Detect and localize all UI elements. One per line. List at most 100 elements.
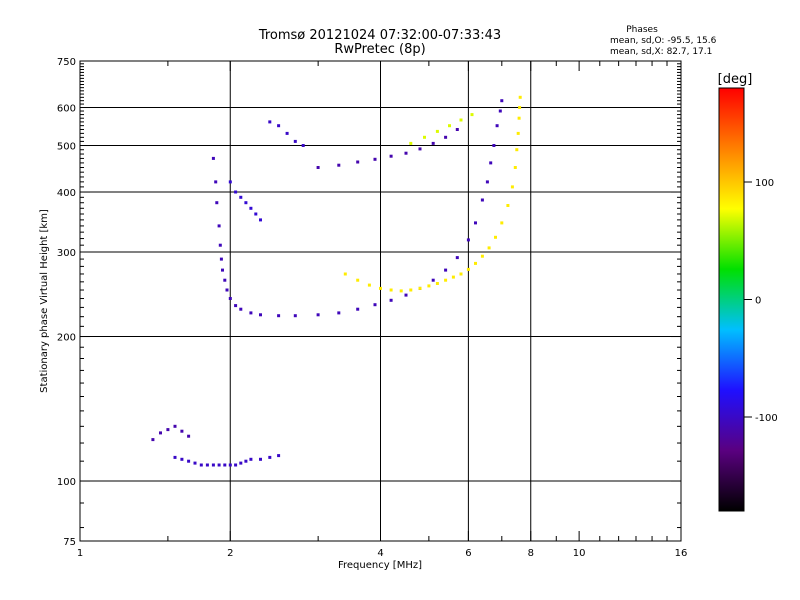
y-axis-label: Stationary phase Virtual Height [km] [39,209,50,393]
data-point-x-mode [510,185,514,189]
colorbar [718,87,745,512]
data-point-o-mode [254,212,258,216]
colorbar-tick-label: 0 [755,296,761,307]
data-point-o-mode [187,459,191,463]
data-point-x-mode [506,204,510,207]
colorbar-label: [deg] [718,72,753,87]
data-point-o-mode [337,311,341,315]
data-point-x-mode [517,116,521,120]
data-point-o-mode [166,428,170,432]
data-point-x-mode [409,288,413,292]
data-point-o-mode [431,278,435,282]
data-point-o-mode [187,434,191,438]
data-point-x-mode [518,106,522,109]
data-point-o-mode [480,198,484,202]
data-point-o-mode [234,463,238,467]
data-point-x-mode [513,166,517,169]
x-tick-label: 8 [528,548,534,559]
data-point-o-mode [211,463,215,467]
data-point-o-mode [404,151,408,155]
data-point-x-mode [459,272,463,276]
data-point-o-mode [228,180,232,184]
data-point-o-mode [373,157,377,161]
data-point-x-mode [487,246,491,250]
data-point-x-mode [459,118,463,122]
data-point-o-mode [259,313,262,317]
stats-line-x: mean, sd,X: 82.7, 17.1 [610,47,712,57]
data-point-o-mode [211,156,215,160]
x-tick-label: 1 [77,548,83,559]
data-point-o-mode [205,463,209,467]
colorbar-tick-label: 100 [755,178,774,189]
data-point-o-mode [215,201,219,205]
data-point-o-mode [498,109,502,113]
data-points [151,95,522,467]
data-point-x-mode [356,278,360,282]
grid-lines [80,61,681,541]
chart-subtitle: RwPretec (8p) [334,42,425,57]
y-tick-label: 200 [57,333,76,344]
data-point-o-mode [249,457,253,461]
x-tick-label: 10 [573,548,586,559]
data-point-x-mode [423,135,426,139]
chart-title: Tromsø 20121024 07:32:00-07:33:43 [258,28,501,43]
data-point-o-mode [228,297,232,300]
data-point-x-mode [480,254,484,258]
data-point-o-mode [151,438,155,442]
data-point-o-mode [444,135,448,139]
data-point-o-mode [285,131,289,135]
data-point-x-mode [435,129,439,133]
data-point-x-mode [367,283,371,287]
data-point-x-mode [516,131,520,135]
data-point-o-mode [389,298,393,302]
data-point-x-mode [451,275,455,279]
data-point-o-mode [316,313,320,317]
data-point-o-mode [239,461,243,465]
data-point-x-mode [470,113,474,117]
data-point-o-mode [485,180,489,184]
data-point-o-mode [301,144,305,147]
data-point-o-mode [455,256,459,260]
data-point-o-mode [492,144,496,147]
x-tick-labels: 1 2 4 6 8 10 16 [77,548,688,559]
data-point-x-mode [343,272,347,276]
data-point-x-mode [494,235,497,239]
x-tick-label: 16 [675,548,688,559]
colorbar-ticks: 100 0 -100 [744,178,778,424]
data-point-o-mode [180,457,184,461]
stats-heading: Phases [626,25,658,35]
data-point-o-mode [234,304,238,308]
data-point-o-mode [293,139,297,143]
data-point-o-mode [500,99,504,103]
data-point-o-mode [244,201,248,205]
data-point-o-mode [199,463,203,467]
data-point-o-mode [193,461,197,465]
x-tick-label: 2 [227,548,233,559]
data-point-o-mode [293,314,297,318]
y-tick-label: 100 [57,477,76,488]
x-tick-label: 4 [377,548,383,559]
data-point-x-mode [389,288,393,292]
data-point-x-mode [448,124,451,128]
data-point-o-mode [173,455,177,459]
data-point-x-mode [500,221,504,225]
axis-ticks [79,60,682,542]
data-point-o-mode [180,429,184,433]
data-point-o-mode [259,218,262,222]
data-point-o-mode [218,243,222,247]
stats-line-o: mean, sd,O: -95.5, 15.6 [610,36,717,46]
data-point-o-mode [217,224,221,228]
data-point-x-mode [518,95,522,99]
data-point-o-mode [239,307,243,311]
data-point-o-mode [455,128,459,131]
data-point-o-mode [259,457,262,461]
data-point-o-mode [234,190,238,194]
data-point-o-mode [249,206,253,210]
data-point-o-mode [223,463,227,467]
data-point-o-mode [474,221,477,225]
data-point-o-mode [431,141,435,145]
data-point-o-mode [373,303,377,307]
y-tick-label: 400 [57,188,76,199]
data-point-o-mode [277,124,281,128]
